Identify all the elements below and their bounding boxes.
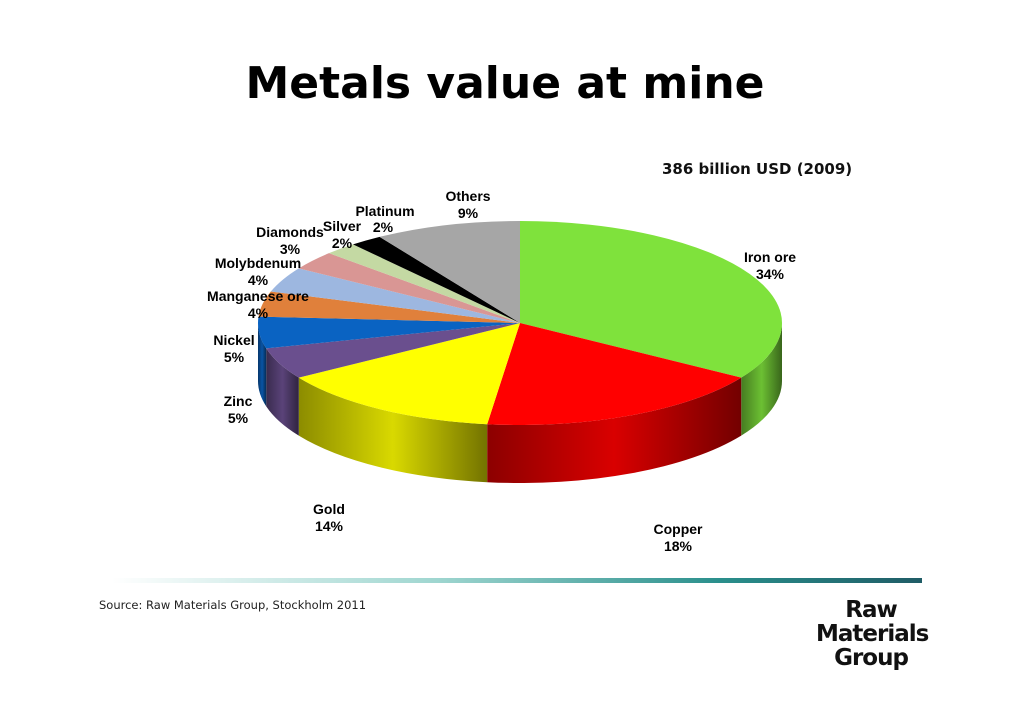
slice-label-others: Others [445,188,490,204]
pie-slice-zinc [266,323,520,378]
pie-labels: Iron ore34%Copper18%Gold14%Zinc5%Nickel5… [207,188,796,554]
slice-value-zinc: 5% [228,410,249,426]
slide-title: Metals value at mine [245,58,765,109]
slice-label-molybdenum: Molybdenum [215,255,301,271]
pie-sides [258,323,782,483]
footer-divider [112,578,922,583]
slice-value-gold: 14% [315,518,344,534]
logo-line: Raw [845,597,897,623]
logo-line: Materials [816,621,929,647]
pie-slice-copper [487,323,742,425]
pie-slice-iron-ore [520,221,782,378]
pie-side-nickel [258,323,267,407]
pie-slice-manganese-ore [258,291,520,323]
pie-tops [258,221,782,425]
pie-slice-silver [329,244,520,323]
slice-label-zinc: Zinc [224,393,253,409]
pie-chart: Iron ore34%Copper18%Gold14%Zinc5%Nickel5… [207,188,796,554]
pie-slice-diamonds [298,253,520,323]
pie-slice-molybdenum [270,268,520,323]
slice-value-silver: 2% [332,235,353,251]
logo-line: Group [834,645,909,671]
chart-total-label: 386 billion USD (2009) [662,160,853,178]
pie-slice-others [379,221,520,323]
slice-label-gold: Gold [313,501,345,517]
pie-side-gold [298,377,488,483]
pie-side-copper [487,377,742,483]
slice-label-manganese-ore: Manganese ore [207,288,309,304]
slice-label-platinum: Platinum [355,203,414,219]
pie-slice-platinum [352,236,520,323]
slice-value-copper: 18% [664,538,693,554]
slice-value-others: 9% [458,205,479,221]
slice-value-iron-ore: 34% [756,266,785,282]
slice-label-copper: Copper [654,521,704,537]
slice-value-platinum: 2% [373,219,394,235]
slice-value-nickel: 5% [224,349,245,365]
slice-value-molybdenum: 4% [248,272,269,288]
slice-label-diamonds: Diamonds [256,224,324,240]
slice-value-manganese-ore: 4% [248,305,269,321]
raw-materials-group-logo: Raw Materials Group [816,597,929,671]
pie-slice-nickel [258,316,520,349]
source-note: Source: Raw Materials Group, Stockholm 2… [99,598,367,612]
pie-side-iron-ore [741,323,782,436]
slice-value-diamonds: 3% [280,241,301,257]
pie-side-zinc [266,348,299,436]
slice-label-silver: Silver [323,218,362,234]
pie-slice-gold [298,323,520,425]
slice-label-iron-ore: Iron ore [744,249,796,265]
slice-label-nickel: Nickel [213,332,254,348]
